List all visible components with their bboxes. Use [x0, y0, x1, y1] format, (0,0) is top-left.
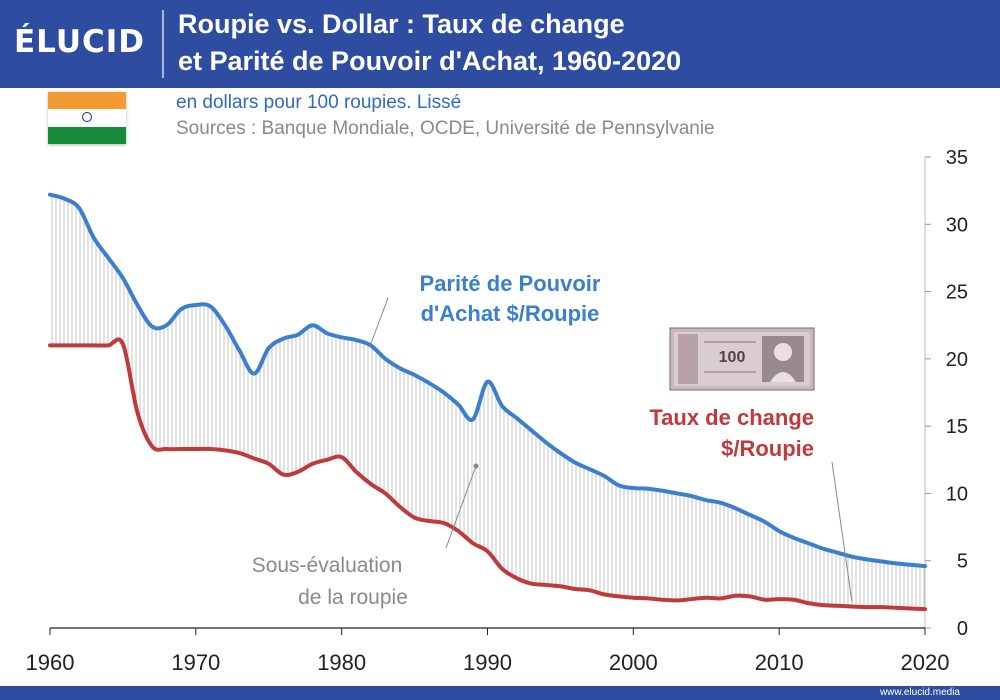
ppp-leader-line	[369, 297, 389, 347]
x-tick-label: 1990	[463, 650, 512, 675]
gap-leader-dot	[473, 463, 479, 469]
x-tick-label: 2020	[901, 650, 950, 675]
footer-bar	[0, 686, 1000, 700]
india-flag-icon	[48, 92, 126, 144]
y-tick-label: 35	[946, 147, 968, 169]
fx-label-line2: $/Roupie	[721, 436, 814, 461]
y-tick-label: 20	[946, 349, 968, 371]
chart-sources: Sources : Banque Mondiale, OCDE, Univers…	[176, 118, 715, 139]
ppp-label-line1: Parité de Pouvoir	[420, 271, 601, 296]
header-bar: ÉLUCID Roupie vs. Dollar : Taux de chang…	[0, 0, 1000, 88]
gap-label-line1: Sous-évaluation	[252, 554, 403, 577]
rupee-banknote-icon: 100	[669, 327, 815, 391]
x-tick-label: 2010	[755, 650, 804, 675]
x-tick-label: 1960	[26, 650, 75, 675]
chart-title-line2: et Parité de Pouvoir d'Achat, 1960-2020	[178, 46, 682, 76]
banknote-value: 100	[719, 349, 746, 366]
chart-title-line1: Roupie vs. Dollar : Taux de change	[178, 9, 625, 39]
fx-label-line1: Taux de change	[649, 405, 814, 430]
footer-url: www.elucid.media	[879, 687, 960, 698]
x-tick-label: 1970	[171, 650, 220, 675]
gap-label-line2: de la roupie	[298, 586, 408, 609]
y-tick-label: 30	[946, 214, 968, 236]
y-tick-label: 0	[957, 618, 968, 640]
y-tick-label: 5	[957, 551, 968, 573]
ppp-series-line	[48, 192, 927, 569]
ppp-label-line2: d'Achat $/Roupie	[421, 301, 600, 326]
y-tick-label: 15	[946, 416, 968, 438]
y-tick-label: 25	[946, 282, 968, 304]
logo-divider	[162, 10, 164, 78]
elucid-logo: ÉLUCID	[14, 24, 146, 60]
y-tick-label: 10	[946, 483, 968, 505]
x-tick-label: 2000	[609, 650, 658, 675]
chart-title: Roupie vs. Dollar : Taux de change et Pa…	[178, 6, 978, 80]
gap-hatch-lines	[51, 195, 925, 610]
gap-leader-line	[445, 465, 477, 549]
x-tick-label: 1980	[317, 650, 366, 675]
exchange-rate-series-line	[48, 337, 927, 612]
fx-leader-line	[831, 461, 853, 603]
chart-subtitle: en dollars pour 100 roupies. Lissé	[176, 92, 462, 113]
